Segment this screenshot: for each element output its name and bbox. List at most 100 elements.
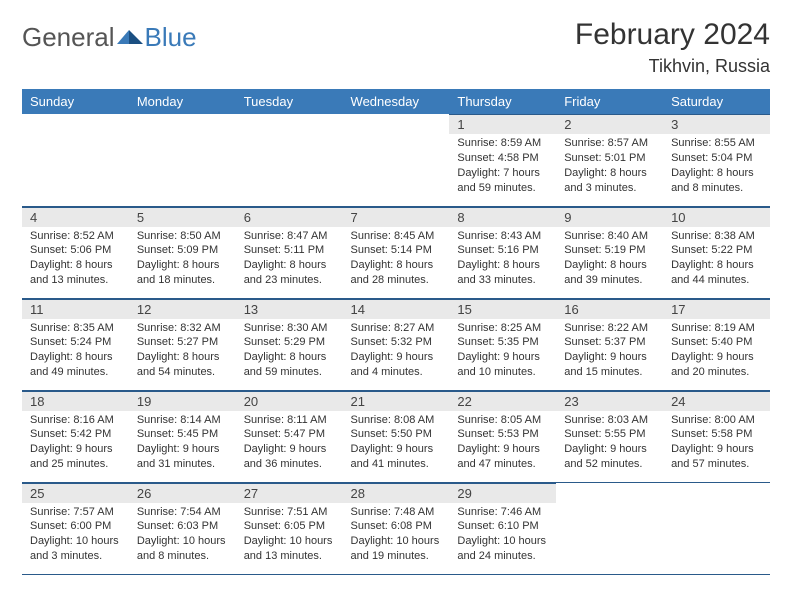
sunrise-line: Sunrise: 8:38 AM: [671, 229, 762, 244]
sunset-line: Sunset: 5:24 PM: [30, 335, 121, 350]
day-data: Sunrise: 8:22 AMSunset: 5:37 PMDaylight:…: [556, 319, 663, 384]
day-data: Sunrise: 7:46 AMSunset: 6:10 PMDaylight:…: [449, 503, 556, 568]
sunrise-line: Sunrise: 7:57 AM: [30, 505, 121, 520]
day-number: 19: [129, 391, 236, 411]
sunset-line: Sunset: 5:01 PM: [564, 151, 655, 166]
day-data: Sunrise: 8:59 AMSunset: 4:58 PMDaylight:…: [449, 134, 556, 199]
day-data: Sunrise: 8:47 AMSunset: 5:11 PMDaylight:…: [236, 227, 343, 292]
sunrise-line: Sunrise: 8:30 AM: [244, 321, 335, 336]
sunset-line: Sunset: 4:58 PM: [457, 151, 548, 166]
sunset-line: Sunset: 5:11 PM: [244, 243, 335, 258]
sunset-line: Sunset: 5:40 PM: [671, 335, 762, 350]
day-number: 9: [556, 207, 663, 227]
day-data: Sunrise: 7:51 AMSunset: 6:05 PMDaylight:…: [236, 503, 343, 568]
day-data: Sunrise: 8:05 AMSunset: 5:53 PMDaylight:…: [449, 411, 556, 476]
calendar-cell: 29Sunrise: 7:46 AMSunset: 6:10 PMDayligh…: [449, 482, 556, 574]
daylight-line: Daylight: 8 hours and 49 minutes.: [30, 350, 121, 380]
sunset-line: Sunset: 6:10 PM: [457, 519, 548, 534]
day-number: 26: [129, 483, 236, 503]
calendar-cell: [663, 482, 770, 574]
daylight-line: Daylight: 7 hours and 59 minutes.: [457, 166, 548, 196]
sunset-line: Sunset: 5:16 PM: [457, 243, 548, 258]
daylight-line: Daylight: 10 hours and 24 minutes.: [457, 534, 548, 564]
day-number: 25: [22, 483, 129, 503]
calendar-cell: 28Sunrise: 7:48 AMSunset: 6:08 PMDayligh…: [343, 482, 450, 574]
sunrise-line: Sunrise: 7:48 AM: [351, 505, 442, 520]
day-data: Sunrise: 8:57 AMSunset: 5:01 PMDaylight:…: [556, 134, 663, 199]
month-title: February 2024: [575, 18, 770, 52]
daylight-line: Daylight: 8 hours and 13 minutes.: [30, 258, 121, 288]
day-data: Sunrise: 8:45 AMSunset: 5:14 PMDaylight:…: [343, 227, 450, 292]
sunrise-line: Sunrise: 8:22 AM: [564, 321, 655, 336]
calendar-cell: 9Sunrise: 8:40 AMSunset: 5:19 PMDaylight…: [556, 206, 663, 298]
day-data: Sunrise: 7:57 AMSunset: 6:00 PMDaylight:…: [22, 503, 129, 568]
sunrise-line: Sunrise: 8:11 AM: [244, 413, 335, 428]
day-number: 13: [236, 299, 343, 319]
header: General Blue February 2024 Tikhvin, Russ…: [22, 18, 770, 77]
calendar-cell: 1Sunrise: 8:59 AMSunset: 4:58 PMDaylight…: [449, 114, 556, 206]
day-number: 1: [449, 114, 556, 134]
day-number: 20: [236, 391, 343, 411]
sunrise-line: Sunrise: 8:19 AM: [671, 321, 762, 336]
sunrise-line: Sunrise: 7:46 AM: [457, 505, 548, 520]
sunrise-line: Sunrise: 8:27 AM: [351, 321, 442, 336]
calendar-cell: 5Sunrise: 8:50 AMSunset: 5:09 PMDaylight…: [129, 206, 236, 298]
sunrise-line: Sunrise: 8:08 AM: [351, 413, 442, 428]
calendar-cell: 15Sunrise: 8:25 AMSunset: 5:35 PMDayligh…: [449, 298, 556, 390]
sunset-line: Sunset: 5:47 PM: [244, 427, 335, 442]
calendar-cell: 2Sunrise: 8:57 AMSunset: 5:01 PMDaylight…: [556, 114, 663, 206]
day-data: Sunrise: 7:54 AMSunset: 6:03 PMDaylight:…: [129, 503, 236, 568]
sunset-line: Sunset: 6:05 PM: [244, 519, 335, 534]
sunset-line: Sunset: 5:06 PM: [30, 243, 121, 258]
sunrise-line: Sunrise: 7:51 AM: [244, 505, 335, 520]
daylight-line: Daylight: 10 hours and 13 minutes.: [244, 534, 335, 564]
daylight-line: Daylight: 9 hours and 52 minutes.: [564, 442, 655, 472]
sunrise-line: Sunrise: 8:50 AM: [137, 229, 228, 244]
sunset-line: Sunset: 5:50 PM: [351, 427, 442, 442]
daylight-line: Daylight: 9 hours and 10 minutes.: [457, 350, 548, 380]
calendar-cell: 24Sunrise: 8:00 AMSunset: 5:58 PMDayligh…: [663, 390, 770, 482]
day-data: Sunrise: 8:35 AMSunset: 5:24 PMDaylight:…: [22, 319, 129, 384]
day-data: Sunrise: 8:52 AMSunset: 5:06 PMDaylight:…: [22, 227, 129, 292]
calendar-cell: 7Sunrise: 8:45 AMSunset: 5:14 PMDaylight…: [343, 206, 450, 298]
calendar-header-row: SundayMondayTuesdayWednesdayThursdayFrid…: [22, 89, 770, 114]
day-data: Sunrise: 8:38 AMSunset: 5:22 PMDaylight:…: [663, 227, 770, 292]
logo: General Blue: [22, 22, 197, 53]
sunrise-line: Sunrise: 8:35 AM: [30, 321, 121, 336]
logo-text-blue: Blue: [145, 22, 197, 53]
logo-mark-icon: [117, 24, 145, 51]
sunrise-line: Sunrise: 7:54 AM: [137, 505, 228, 520]
weekday-header: Friday: [556, 89, 663, 114]
sunrise-line: Sunrise: 8:40 AM: [564, 229, 655, 244]
sunset-line: Sunset: 5:58 PM: [671, 427, 762, 442]
weekday-header: Wednesday: [343, 89, 450, 114]
daylight-line: Daylight: 9 hours and 20 minutes.: [671, 350, 762, 380]
sunset-line: Sunset: 5:27 PM: [137, 335, 228, 350]
location: Tikhvin, Russia: [575, 56, 770, 77]
day-number: 14: [343, 299, 450, 319]
day-data: Sunrise: 8:19 AMSunset: 5:40 PMDaylight:…: [663, 319, 770, 384]
day-data: Sunrise: 8:14 AMSunset: 5:45 PMDaylight:…: [129, 411, 236, 476]
daylight-line: Daylight: 8 hours and 18 minutes.: [137, 258, 228, 288]
sunrise-line: Sunrise: 8:00 AM: [671, 413, 762, 428]
sunset-line: Sunset: 5:53 PM: [457, 427, 548, 442]
calendar-cell: 18Sunrise: 8:16 AMSunset: 5:42 PMDayligh…: [22, 390, 129, 482]
day-number: 18: [22, 391, 129, 411]
calendar-cell: [556, 482, 663, 574]
day-number: 3: [663, 114, 770, 134]
calendar-row: 4Sunrise: 8:52 AMSunset: 5:06 PMDaylight…: [22, 206, 770, 298]
day-number: 11: [22, 299, 129, 319]
calendar-table: SundayMondayTuesdayWednesdayThursdayFrid…: [22, 89, 770, 575]
daylight-line: Daylight: 8 hours and 3 minutes.: [564, 166, 655, 196]
sunrise-line: Sunrise: 8:14 AM: [137, 413, 228, 428]
day-data: Sunrise: 8:55 AMSunset: 5:04 PMDaylight:…: [663, 134, 770, 199]
sunrise-line: Sunrise: 8:52 AM: [30, 229, 121, 244]
daylight-line: Daylight: 8 hours and 54 minutes.: [137, 350, 228, 380]
sunrise-line: Sunrise: 8:57 AM: [564, 136, 655, 151]
day-number: 15: [449, 299, 556, 319]
calendar-row: 18Sunrise: 8:16 AMSunset: 5:42 PMDayligh…: [22, 390, 770, 482]
calendar-cell: [343, 114, 450, 206]
calendar-cell: [129, 114, 236, 206]
logo-text-general: General: [22, 22, 115, 53]
calendar-cell: 22Sunrise: 8:05 AMSunset: 5:53 PMDayligh…: [449, 390, 556, 482]
